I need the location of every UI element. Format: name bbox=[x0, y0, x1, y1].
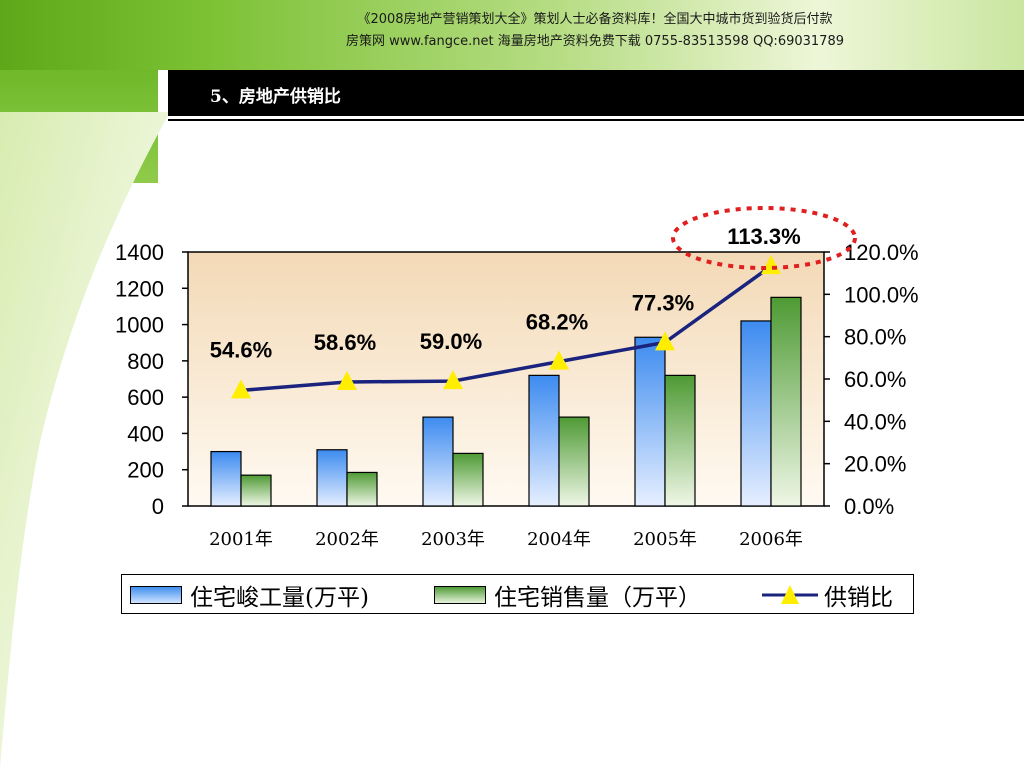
left-tick-label: 600 bbox=[127, 385, 164, 410]
bar-sales bbox=[346, 471, 378, 507]
slide-title: 5、房地产供销比 bbox=[210, 87, 341, 107]
bar-completion bbox=[740, 320, 772, 507]
header-band bbox=[0, 0, 1024, 70]
ratio-marker bbox=[231, 379, 251, 399]
header-line-2: 房策网 www.fangce.net 海量房地产资料免费下载 0755-8351… bbox=[346, 34, 844, 49]
category-label: 2006年 bbox=[739, 529, 803, 550]
legend-swatch-ratio bbox=[762, 585, 818, 604]
left-tick-label: 800 bbox=[127, 349, 164, 374]
left-tick-label: 0 bbox=[152, 494, 164, 519]
bar-completion bbox=[528, 374, 560, 507]
bar-sales bbox=[558, 416, 590, 507]
chart-legend: 住宅峻工量(万平) 住宅销售量（万平） 供销比 bbox=[121, 574, 914, 614]
legend-swatch-completion bbox=[130, 586, 182, 604]
legend-label-completion: 住宅峻工量(万平) bbox=[190, 585, 369, 611]
right-tick-label: 40.0% bbox=[844, 409, 906, 434]
title-bar bbox=[168, 70, 1024, 116]
plot-area bbox=[187, 251, 825, 507]
right-tick-label: 20.0% bbox=[844, 452, 906, 477]
data-label: 113.3% bbox=[727, 224, 800, 249]
category-label: 2002年 bbox=[315, 529, 379, 550]
ratio-marker bbox=[337, 370, 357, 390]
left-tick-label: 1400 bbox=[115, 240, 164, 265]
ratio-line bbox=[240, 264, 773, 393]
bar-completion bbox=[634, 336, 666, 507]
data-label: 59.0% bbox=[420, 329, 482, 354]
bar-sales bbox=[664, 374, 696, 507]
right-tick-label: 0.0% bbox=[844, 494, 894, 519]
ratio-marker bbox=[655, 331, 675, 351]
right-tick-label: 120.0% bbox=[844, 240, 919, 265]
legend-item-completion: 住宅峻工量(万平) bbox=[130, 581, 369, 611]
left-tick-label: 200 bbox=[127, 458, 164, 483]
legend-item-sales: 住宅销售量（万平） bbox=[434, 581, 701, 611]
bar-completion bbox=[316, 449, 348, 507]
data-label: 77.3% bbox=[632, 290, 694, 315]
left-tick-label: 400 bbox=[127, 421, 164, 446]
category-label: 2005年 bbox=[633, 529, 697, 550]
data-label: 58.6% bbox=[314, 330, 376, 355]
legend-label-ratio: 供销比 bbox=[824, 585, 893, 611]
legend-label-sales: 住宅销售量（万平） bbox=[494, 585, 701, 611]
bar-completion bbox=[422, 416, 454, 507]
category-label: 2004年 bbox=[527, 529, 591, 550]
bar-sales bbox=[770, 296, 802, 507]
ratio-marker bbox=[549, 350, 569, 370]
side-curve-decoration bbox=[0, 112, 170, 768]
legend-item-ratio: 供销比 bbox=[762, 581, 893, 611]
bar-completion bbox=[210, 450, 242, 507]
right-tick-label: 100.0% bbox=[844, 282, 919, 307]
data-label: 54.6% bbox=[210, 337, 272, 362]
header-line-1: 《2008房地产营销策划大全》策划人士必备资料库！全国大中城市货到验货后付款 bbox=[357, 12, 833, 27]
left-tick-label: 1000 bbox=[115, 313, 164, 338]
legend-swatch-sales bbox=[434, 586, 486, 604]
ratio-marker bbox=[443, 370, 463, 390]
right-tick-label: 60.0% bbox=[844, 367, 906, 392]
title-rule bbox=[168, 119, 1024, 121]
bar-sales bbox=[452, 452, 484, 507]
category-label: 2001年 bbox=[209, 529, 273, 550]
left-tick-label: 1200 bbox=[115, 276, 164, 301]
right-tick-label: 80.0% bbox=[844, 325, 906, 350]
bar-sales bbox=[240, 474, 272, 507]
data-label: 68.2% bbox=[526, 310, 588, 335]
highlight-ellipse bbox=[671, 206, 857, 270]
category-label: 2003年 bbox=[421, 529, 485, 550]
